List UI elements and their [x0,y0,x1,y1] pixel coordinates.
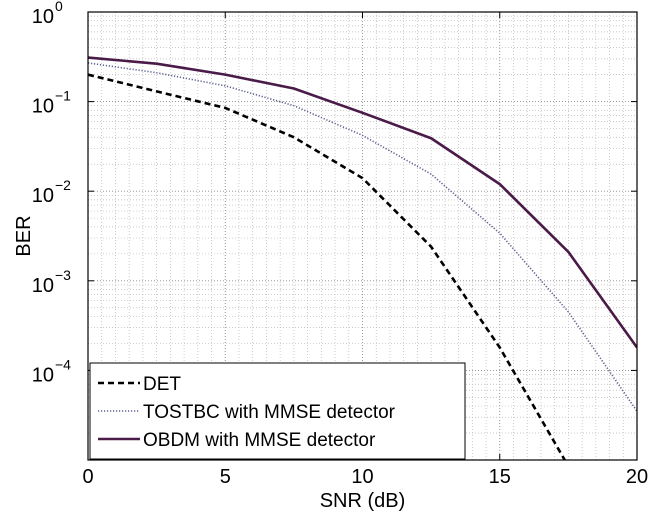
y-tick-exponent: −1 [55,88,71,104]
y-tick-exponent: −4 [55,356,71,372]
y-tick-label: 10 [32,364,54,386]
x-axis-label: SNR (dB) [320,490,406,512]
y-tick-label: 10 [32,96,54,118]
x-tick-label: 5 [220,466,231,488]
series-line-2 [88,62,637,412]
x-tick-label: 0 [82,466,93,488]
y-tick-exponent: 0 [55,0,63,14]
y-tick-exponent: −2 [55,177,71,193]
y-axis-label: BER [13,215,35,256]
legend: DET TOSTBC with MMSE detector OBDM with MM… [89,362,466,460]
series-layer [88,56,637,460]
series-line-1 [88,73,567,460]
legend-label-1: DET [143,374,181,395]
y-tick-label: 10 [32,6,54,28]
x-tick-label: 10 [351,466,373,488]
y-tick-label: 10 [32,185,54,207]
x-tick-label: 20 [626,466,648,488]
legend-label-2: TOSTBC with MMSE detector [143,402,396,423]
legend-box [89,362,466,460]
series-line-3 [88,56,637,349]
x-tick-label: 15 [489,466,511,488]
y-tick-label: 10 [32,275,54,297]
legend-label-3: OBDM with MMSE detector [143,430,376,451]
y-tick-exponent: −3 [55,267,71,283]
